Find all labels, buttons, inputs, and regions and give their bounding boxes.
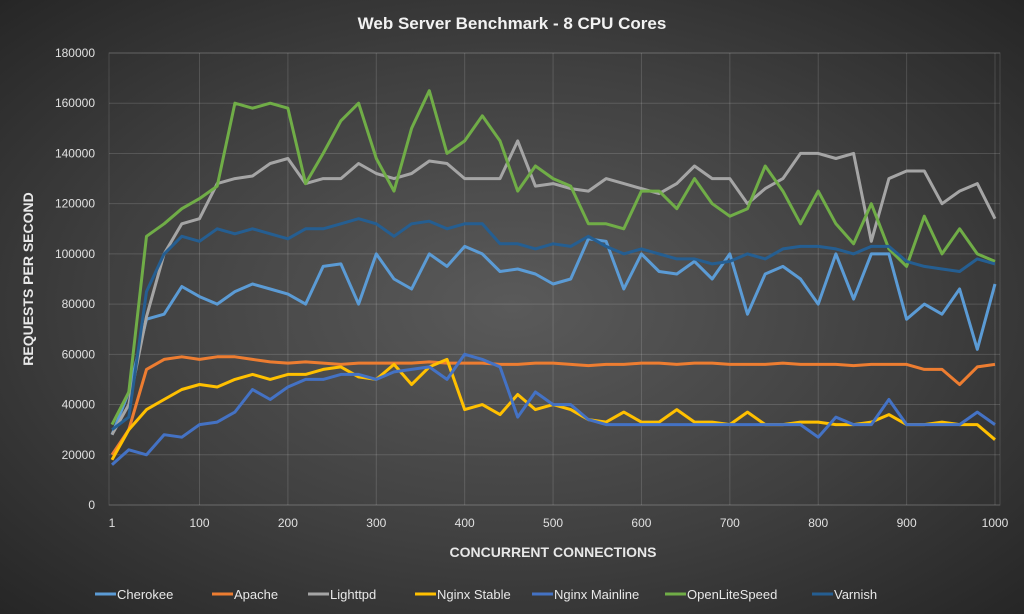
plot-area <box>108 52 1001 506</box>
y-axis-title: REQUESTS PER SECOND <box>20 192 36 365</box>
y-tick-labels: 0 20000 40000 60000 80000 100000 120000 140000 1… <box>55 46 95 512</box>
series-line-openlitespeed <box>110 89 996 426</box>
series-line-varnish <box>111 217 996 431</box>
x-tick-label: 100 <box>189 516 209 530</box>
legend-label: Nginx Mainline <box>554 587 639 602</box>
y-tick-label: 100000 <box>55 247 95 261</box>
legend-item: Apache <box>212 587 278 602</box>
x-tick-label: 1000 <box>982 516 1009 530</box>
grid <box>108 52 1001 506</box>
series-line-cherokee <box>110 237 997 436</box>
y-tick-label: 120000 <box>55 197 95 211</box>
legend-label: Lighttpd <box>330 587 376 602</box>
legend: Cherokee Apache Lighttpd Nginx Stable Nginx … <box>95 587 877 602</box>
legend-item: Varnish <box>812 587 877 602</box>
x-tick-label: 600 <box>631 516 651 530</box>
y-tick-label: 80000 <box>62 297 96 311</box>
x-tick-label: 400 <box>455 516 475 530</box>
legend-label: Apache <box>234 587 278 602</box>
y-tick-label: 60000 <box>62 347 96 361</box>
legend-item: OpenLiteSpeed <box>665 587 777 602</box>
series-line-lighttpd <box>110 139 997 436</box>
series-line-apache <box>110 355 996 456</box>
legend-item: Nginx Mainline <box>532 587 639 602</box>
legend-label: OpenLiteSpeed <box>687 587 777 602</box>
y-tick-label: 20000 <box>62 448 96 462</box>
series-line-nginx-mainline <box>111 352 996 466</box>
x-tick-label: 300 <box>366 516 386 530</box>
y-tick-label: 140000 <box>55 146 95 160</box>
x-tick-label: 700 <box>720 516 740 530</box>
legend-item: Lighttpd <box>308 587 376 602</box>
x-tick-labels: 1 100 200 300 400 500 600 700 800 900 1000 <box>109 516 1009 530</box>
x-axis-title: CONCURRENT CONNECTIONS <box>450 544 657 560</box>
x-tick-label: 900 <box>897 516 917 530</box>
series-lines <box>110 89 997 466</box>
y-tick-label: 180000 <box>55 46 95 60</box>
y-tick-label: 40000 <box>62 398 96 412</box>
x-tick-label: 200 <box>278 516 298 530</box>
legend-label: Nginx Stable <box>437 587 511 602</box>
legend-label: Cherokee <box>117 587 173 602</box>
x-tick-label: 1 <box>109 516 116 530</box>
legend-label: Varnish <box>834 587 877 602</box>
legend-item: Nginx Stable <box>415 587 511 602</box>
x-tick-label: 500 <box>543 516 563 530</box>
legend-item: Cherokee <box>95 587 173 602</box>
chart-title: Web Server Benchmark - 8 CPU Cores <box>358 14 667 33</box>
y-tick-label: 0 <box>88 498 95 512</box>
x-tick-label: 800 <box>808 516 828 530</box>
y-tick-label: 160000 <box>55 96 95 110</box>
